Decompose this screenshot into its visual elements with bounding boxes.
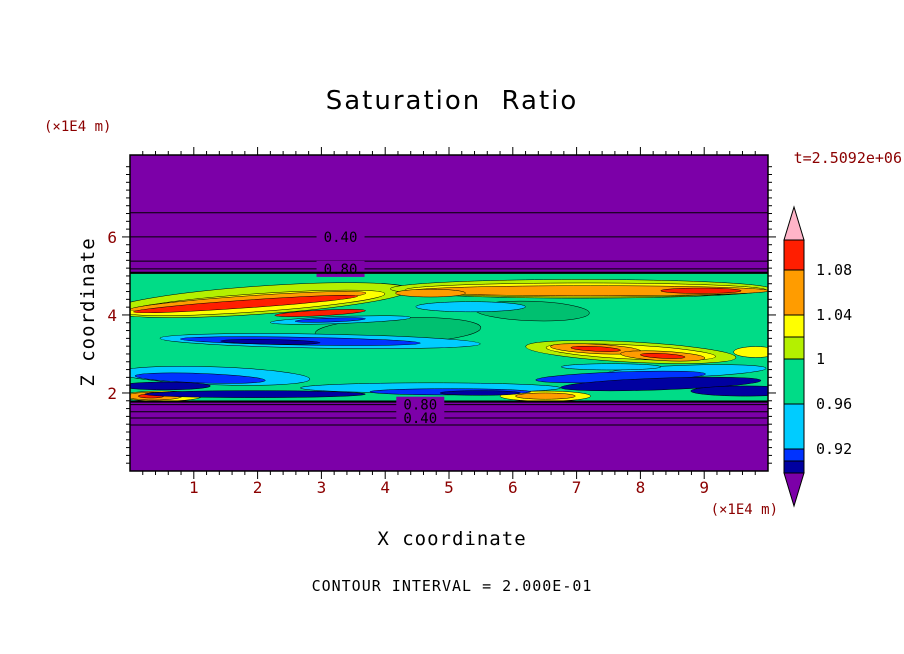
contour-label: 0.80	[324, 262, 358, 278]
contour-feature	[660, 287, 742, 294]
contour-feature	[274, 309, 366, 317]
x-axis-title: X coordinate	[377, 528, 527, 550]
contour-feature	[395, 288, 466, 298]
z-tick-label: 2	[107, 384, 117, 403]
contour-feature	[415, 301, 526, 313]
x-tick-label: 9	[699, 478, 709, 497]
contour-label: 0.40	[403, 411, 437, 427]
contour-feature	[733, 346, 768, 358]
x-tick-label: 4	[380, 478, 390, 497]
colorbar-segment	[783, 336, 805, 360]
x-tick-label: 8	[636, 478, 646, 497]
x-tick-label: 6	[508, 478, 518, 497]
contour-feature	[220, 339, 321, 345]
contour-interval-note: CONTOUR INTERVAL = 2.000E-01	[311, 577, 593, 595]
z-axis-title: Z coordinate	[77, 237, 99, 387]
chart-title: Saturation Ratio	[325, 86, 579, 116]
x-tick-label: 5	[444, 478, 454, 497]
contour-feature	[561, 363, 662, 371]
contour-feature	[130, 381, 211, 391]
contour-feature	[144, 390, 366, 398]
colorbar-tick-label: 1.04	[816, 306, 852, 324]
contour-label-box	[396, 396, 445, 413]
x-tick-label: 3	[317, 478, 327, 497]
contour-feature	[515, 392, 576, 400]
colorbar-segment	[783, 314, 805, 338]
x-tick-label: 2	[253, 478, 263, 497]
contour-feature	[560, 376, 762, 392]
contour-feature	[640, 353, 686, 359]
x-tick-label: 1	[189, 478, 199, 497]
z-axis-unit-label: (×1E4 m)	[44, 119, 112, 135]
z-tick-label: 6	[107, 228, 117, 247]
colorbar-under-arrow	[783, 472, 805, 508]
time-label: t=2.5092e+06	[793, 149, 902, 167]
colorbar-segment	[783, 239, 805, 271]
colorbar-segment	[783, 269, 805, 316]
z-tick-label: 4	[107, 306, 117, 325]
colorbar-segment	[783, 460, 805, 474]
colorbar-tick-label: 1	[816, 350, 825, 368]
colorbar-over-arrow	[783, 205, 805, 241]
contour-feature	[439, 390, 521, 396]
contour-feature	[295, 317, 366, 323]
contour-feature	[570, 345, 621, 352]
colorbar-tick-label: 1.08	[816, 261, 852, 279]
x-axis-unit-label: (×1E4 m)	[710, 502, 778, 518]
colorbar-tick-label: 0.96	[816, 395, 852, 413]
saturation-band	[130, 272, 768, 402]
colorbar-segment	[783, 403, 805, 450]
colorbar-segment	[783, 448, 805, 462]
contour-label: 0.40	[324, 230, 358, 246]
colorbar-segment	[783, 358, 805, 405]
x-tick-label: 7	[572, 478, 582, 497]
contour-feature	[690, 385, 768, 397]
colorbar-tick-label: 0.92	[816, 440, 852, 458]
contour-feature	[133, 295, 358, 314]
contour-label-box	[396, 409, 445, 426]
contour-label-box	[316, 228, 365, 245]
contour-feature	[134, 372, 266, 384]
contour-label: 0.80	[403, 398, 437, 414]
